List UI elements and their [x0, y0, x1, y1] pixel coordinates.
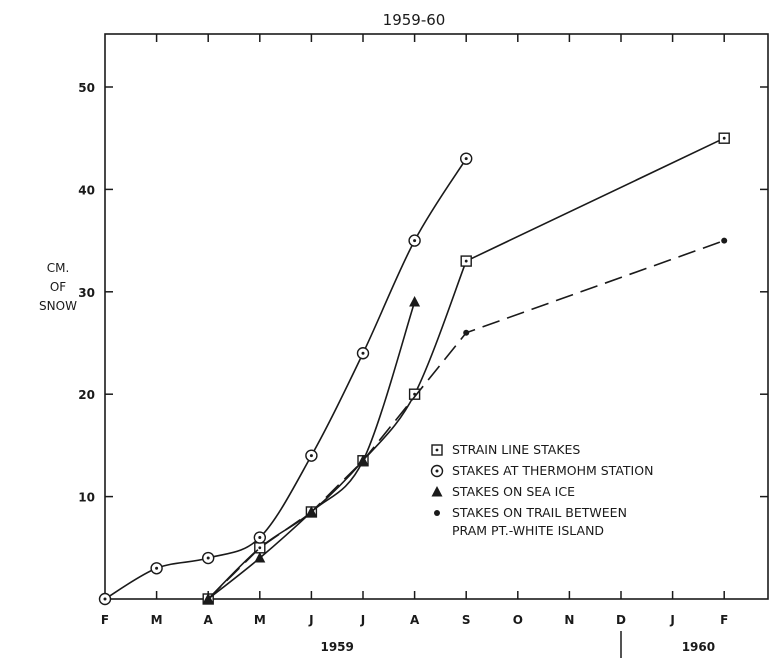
x-tick-label: J: [669, 613, 674, 627]
y-tick-label: 10: [78, 491, 95, 505]
data-point-center: [103, 597, 107, 601]
x-tick-label: F: [101, 613, 109, 627]
data-point-center: [258, 536, 262, 540]
legend-marker-center: [435, 448, 439, 452]
y-tick-label: 20: [78, 388, 95, 402]
legend-marker: [434, 510, 440, 516]
y-axis-label: CM. OF SNOW: [39, 261, 77, 313]
x-tick-label: A: [410, 613, 420, 627]
y-tick-label: 40: [78, 183, 95, 197]
x-tick-label: O: [513, 613, 523, 627]
series-line: [207, 239, 725, 600]
data-point-center: [722, 136, 726, 140]
series-layer: [98, 132, 730, 606]
x-tick-label: F: [720, 613, 728, 627]
data-point: [254, 552, 266, 563]
legend-entry: STRAIN LINE STAKES: [452, 442, 580, 457]
legend-marker: [431, 486, 443, 497]
x-axis-ticks: F M A M J J A S O N D J F 1959 1960: [101, 34, 728, 658]
x-tick-label: J: [360, 613, 365, 627]
year-label: 1960: [682, 640, 715, 654]
x-tick-label: M: [254, 613, 266, 627]
x-tick-label: M: [151, 613, 163, 627]
data-point: [721, 237, 728, 244]
data-point-center: [309, 454, 313, 458]
x-tick-label: A: [204, 613, 214, 627]
y-tick-label: 50: [78, 81, 95, 95]
y-axis-label-line: OF: [50, 280, 66, 294]
legend-entry: PRAM PT.-WHITE ISLAND: [452, 523, 604, 538]
chart-title: 1959-60: [383, 11, 446, 29]
legend-marker-center: [435, 469, 439, 473]
series-2: [98, 152, 473, 606]
data-point-center: [361, 351, 365, 355]
data-point-center: [155, 566, 159, 570]
x-tick-label: S: [462, 613, 471, 627]
data-point-center: [206, 556, 210, 560]
x-tick-label: N: [564, 613, 574, 627]
data-point-center: [413, 239, 417, 243]
plot-frame: [104, 33, 769, 600]
y-tick-label: 30: [78, 286, 95, 300]
legend: STRAIN LINE STAKES STAKES AT THERMOHM STA…: [430, 442, 653, 538]
year-label: 1959: [320, 640, 353, 654]
y-axis-label-line: SNOW: [39, 299, 77, 313]
x-tick-label: D: [616, 613, 626, 627]
legend-entry: STAKES ON TRAIL BETWEEN: [452, 505, 627, 520]
data-point: [463, 329, 470, 336]
x-tick-label: J: [308, 613, 313, 627]
data-point-center: [464, 259, 468, 263]
y-axis-ticks: 10 20 30 40 50: [78, 81, 768, 505]
data-point-center: [464, 157, 468, 161]
data-point: [409, 296, 421, 307]
y-axis-label-line: CM.: [47, 261, 70, 275]
series-4: [207, 237, 728, 600]
data-point-center: [258, 546, 262, 550]
series-line: [104, 158, 467, 600]
legend-entry: STAKES ON SEA ICE: [452, 484, 575, 499]
legend-entry: STAKES AT THERMOHM STATION: [452, 463, 653, 478]
